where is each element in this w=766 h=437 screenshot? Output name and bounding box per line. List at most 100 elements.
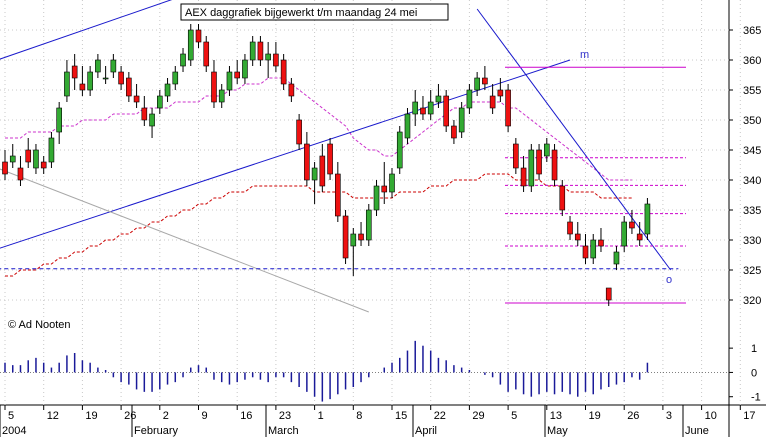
candle-up (373, 185, 380, 211)
x-axis: 5121926291623181522295131926310172431720… (0, 405, 756, 437)
month-label: 2004 (2, 425, 26, 437)
candle-up (466, 89, 473, 109)
candle-up (427, 101, 434, 115)
trendline-lower-channel (0, 59, 571, 249)
candle-down (296, 119, 302, 145)
month-label: March (268, 425, 299, 437)
price-tick-label: 355 (743, 85, 761, 97)
x-tick-label: 19 (589, 410, 601, 422)
candle-down (79, 83, 86, 91)
candle-up (528, 149, 535, 187)
chart-title: AEX daggrafiek bijgewerkt t/m maandag 24… (185, 7, 417, 19)
candle-up (458, 107, 465, 133)
candle-up (350, 233, 357, 247)
oscillator-tick-label: -1 (751, 392, 761, 404)
x-tick-label: 26 (124, 410, 136, 422)
candle-up (412, 101, 419, 115)
candle-up (110, 59, 117, 73)
candle-down (133, 95, 140, 103)
x-tick-label: 26 (627, 410, 639, 422)
candle-down (482, 77, 488, 85)
candle-up (621, 221, 628, 247)
candle-down (559, 185, 566, 211)
price-tick-label: 365 (743, 25, 761, 37)
credit-label: © Ad Nooten (8, 319, 71, 331)
x-tick-label: 12 (47, 410, 59, 422)
month-label: April (415, 425, 437, 437)
candle-up (149, 113, 155, 127)
candle-up (9, 155, 16, 163)
candle-up (64, 71, 70, 97)
candle-up (613, 251, 620, 265)
candle-down (304, 143, 310, 181)
moving-average-long (5, 173, 632, 277)
candle-down (319, 155, 326, 187)
candle-down (257, 41, 264, 61)
candle-down (513, 143, 519, 169)
candle-down (203, 41, 210, 67)
candle-down (40, 161, 47, 169)
x-tick-label: 9 (202, 410, 208, 422)
candle-down (118, 71, 124, 85)
candle-up (102, 77, 109, 80)
candle-down (520, 167, 527, 187)
price-tick-label: 325 (743, 265, 761, 277)
candle-up (164, 83, 171, 97)
candle-up (396, 131, 403, 169)
candle-up (311, 167, 318, 181)
candle-up (157, 95, 163, 109)
candle-down (551, 149, 558, 181)
candle-down (17, 167, 24, 181)
candle-down (25, 149, 32, 163)
price-tick-label: 340 (743, 175, 761, 187)
candle-up (365, 209, 372, 241)
candle-down (567, 221, 573, 235)
candle-down (629, 221, 635, 229)
title-box: AEX daggrafiek bijgewerkt t/m maandag 24… (180, 3, 449, 21)
x-tick-label: 22 (434, 410, 446, 422)
candle-up (543, 143, 550, 157)
candle-down (327, 143, 333, 175)
candle-down (451, 125, 457, 139)
month-label: May (547, 425, 568, 437)
x-tick-label: 17 (743, 410, 755, 422)
y-axis-oscillator: 1 0 -1 (729, 343, 761, 404)
candle-down (536, 149, 542, 175)
x-tick-label: 13 (550, 410, 562, 422)
x-tick-label: 1 (318, 410, 324, 422)
target-label-o: o (666, 274, 672, 286)
candle-down (420, 107, 426, 115)
candle-down (358, 233, 364, 241)
candle-down (234, 71, 240, 79)
price-tick-label: 335 (743, 205, 761, 217)
price-tick-label: 360 (743, 55, 761, 67)
candle-up (33, 149, 39, 169)
candle-up (265, 53, 271, 61)
trendline-falling (476, 8, 672, 271)
candle-up (249, 41, 256, 61)
candle-down (211, 71, 217, 103)
candle-down (335, 173, 341, 217)
oscillator-tick-label: 0 (751, 367, 757, 379)
x-tick-label: 8 (356, 410, 362, 422)
candle-up (180, 53, 186, 67)
trendline-label-m: m (580, 49, 589, 61)
x-tick-label: 10 (705, 410, 717, 422)
month-label: June (685, 425, 709, 437)
x-tick-label: 16 (240, 410, 252, 422)
x-tick-label: 15 (395, 410, 407, 422)
candle-down (582, 245, 589, 259)
x-tick-label: 29 (472, 410, 484, 422)
candle-up (87, 71, 93, 91)
trendline-upper-channel (0, 0, 173, 60)
candle-up (590, 239, 597, 259)
x-tick-label: 5 (8, 410, 14, 422)
candle-up (218, 89, 225, 103)
candle-down (288, 83, 295, 97)
candle-down (195, 29, 202, 43)
candle-up (389, 173, 395, 193)
candle-up (474, 77, 480, 91)
trendline-grey (0, 168, 369, 313)
